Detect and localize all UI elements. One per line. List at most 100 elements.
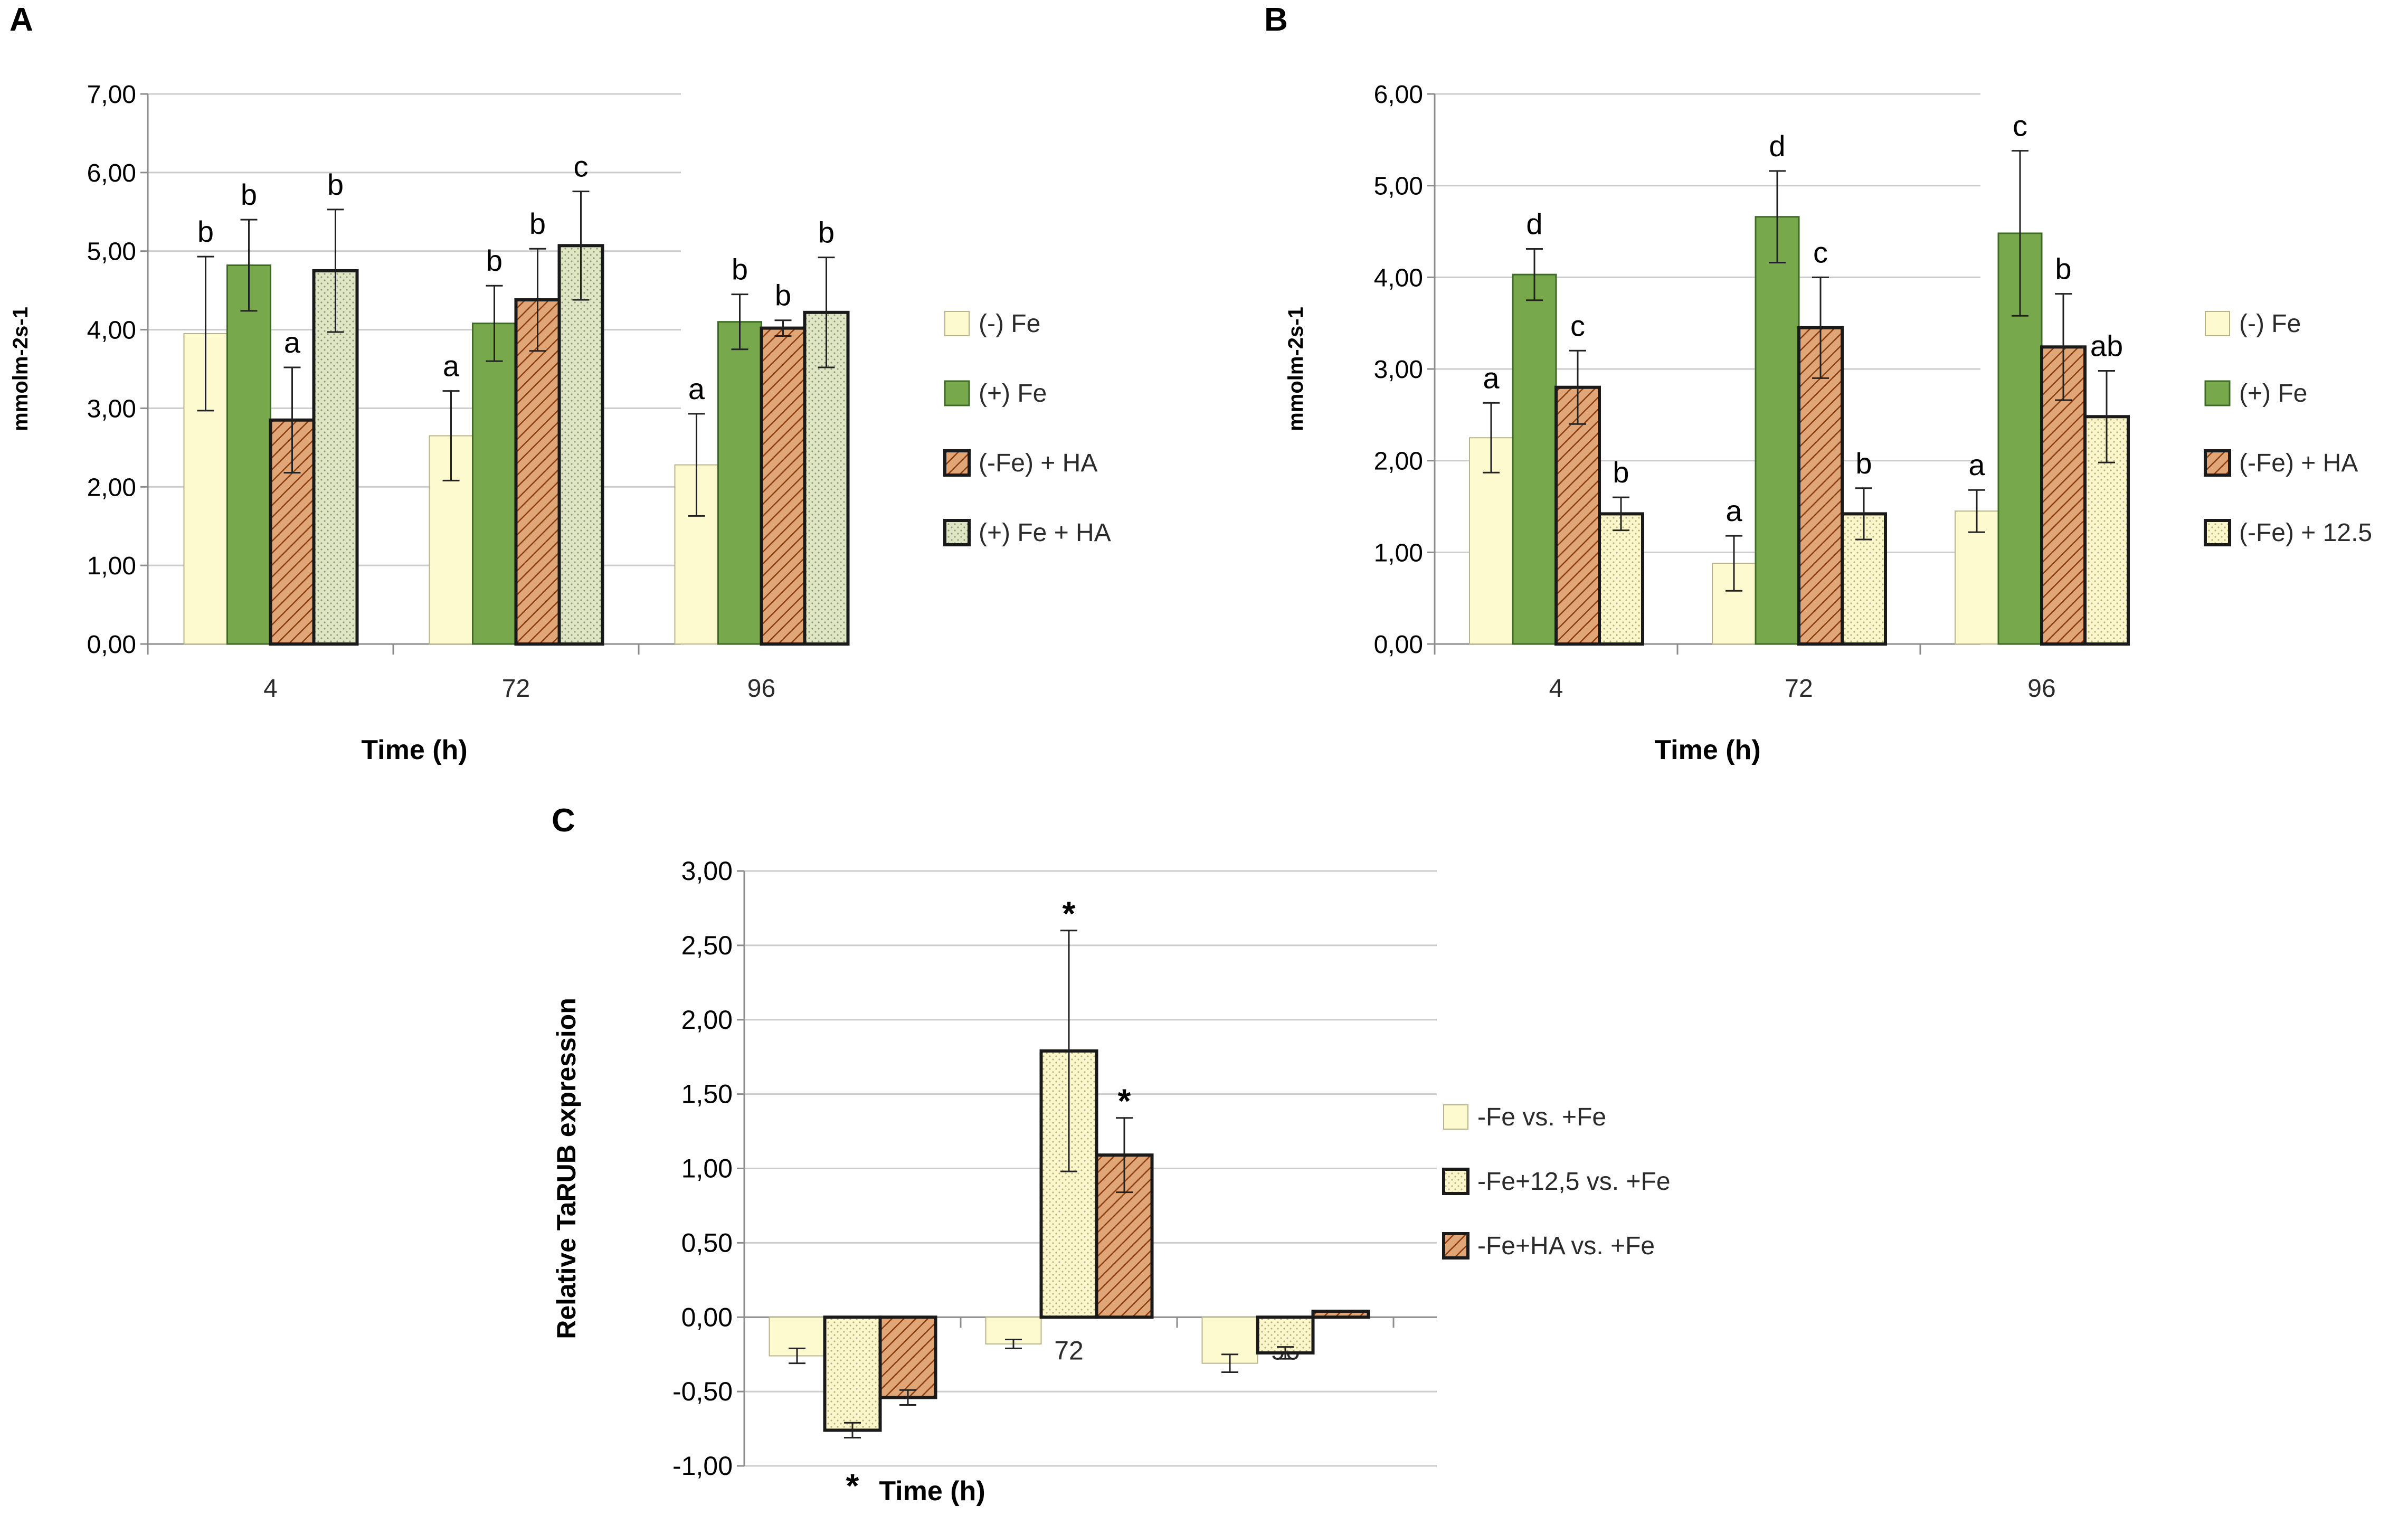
legend-swatch-minus-fe-ha [943,449,971,477]
significance-label: * [846,1466,859,1504]
legend-label: (-Fe) + 12.5 [2239,519,2372,547]
y-tick-label: 5,00 [87,238,136,266]
legend-swatch-minus-fe [944,311,970,336]
panel-label: C [552,802,575,839]
y-tick-label: 4,00 [1374,264,1423,292]
panel-label: B [1264,2,1288,38]
significance-label: a [688,372,705,405]
significance-label: a [284,326,301,359]
significance-label: b [732,253,748,286]
legend: (-) Fe (+) Fe (-Fe) + HA (-Fe) + 12.5 [2204,310,2372,547]
significance-label: b [241,178,257,211]
legend-label: (-Fe) + HA [2239,449,2358,477]
legend-label: (-) Fe [2239,310,2301,338]
legend-swatch-minus-fe-125 [1442,1168,1470,1195]
x-tick-label: 4 [1549,675,1563,703]
significance-label: b [775,279,791,312]
significance-label: ab [2090,329,2123,362]
x-tick-label: 72 [1054,1336,1084,1365]
significance-label: b [1855,447,1872,480]
chart-panel-A: A0,001,002,003,004,005,006,007,004bbab72… [9,2,1111,765]
legend-swatch-minus-fe [1443,1104,1468,1130]
y-tick-label: 0,00 [87,631,136,659]
legend-label: -Fe vs. +Fe [1477,1103,1606,1131]
x-tick-label: 72 [502,675,530,703]
legend-label: (+) Fe [2239,380,2307,408]
y-tick-label: 3,00 [1374,356,1423,384]
legend-swatch-plus-fe [2204,380,2231,406]
legend-label: (+) Fe + HA [979,519,1111,547]
y-axis-label: Relative TaRUB expression [552,998,581,1339]
legend-label: (-Fe) + HA [979,449,1097,477]
bar-plus-fe-ha [312,269,359,646]
bar-minus-fe-ha [2040,345,2087,646]
significance-label: a [1726,494,1742,527]
y-tick-label: 0,00 [681,1302,733,1332]
significance-label: c [1813,235,1828,269]
bar-plus-fe [1512,273,1557,645]
y-tick-label: -1,00 [672,1451,733,1481]
legend-swatch-minus-fe-ha [2204,449,2231,477]
bar-minus-fe-ha [1797,326,1844,646]
x-tick-label: 96 [2027,675,2055,703]
bar-minus-fe-125 [1598,512,1644,646]
bar-minus-fe [1955,510,1999,645]
y-tick-label: 1,00 [681,1154,733,1183]
y-tick-label: 6,00 [1374,81,1423,109]
y-tick-label: 2,00 [87,474,136,501]
significance-label: b [818,216,835,249]
y-tick-label: 3,00 [87,395,136,423]
bar-plus-fe [472,323,517,645]
significance-label: c [2013,109,2027,143]
legend-label: -Fe+12,5 vs. +Fe [1477,1168,1671,1196]
significance-label: c [1570,309,1585,342]
y-tick-label: 2,00 [681,1005,733,1035]
x-axis-label: Time (h) [879,1476,985,1507]
significance-label: b [2055,252,2071,286]
legend-label: -Fe+HA vs. +Fe [1477,1232,1655,1260]
x-tick-label: 72 [1785,675,1813,703]
bar-plus-fe [1755,216,1800,645]
significance-label: * [1063,895,1076,933]
significance-label: d [1769,129,1785,163]
x-tick-label: 96 [747,675,775,703]
y-tick-label: -0,50 [672,1377,733,1406]
y-tick-label: 0,00 [1374,631,1423,659]
significance-label: b [1613,456,1629,489]
bar-minus-fe-125 [823,1315,882,1432]
legend-label: (-) Fe [979,310,1040,338]
y-tick-label: 1,50 [681,1080,733,1109]
legend-swatch-plus-fe-ha [943,519,971,546]
chart-panel-C: C-1,00-0,500,000,501,001,502,002,503,004… [552,802,1671,1507]
significance-label: * [1118,1082,1131,1120]
y-tick-label: 2,50 [681,931,733,960]
legend: (-) Fe (+) Fe (-Fe) + HA (+) Fe + HA [943,310,1111,547]
legend-swatch-plus-fe [944,380,970,406]
significance-label: b [327,168,344,201]
bar-minus-fe-ha [1554,385,1601,646]
chart-panel-B: B 0,00 1,00 2,00 3,00 4,00 5,00 6,00 4 a d c b 72 a d c b… [1264,2,2372,765]
legend-swatch-minus-fe [2205,311,2230,336]
significance-label: b [197,215,214,248]
bar-minus-fe-ha [1311,1309,1370,1319]
bar-minus-fe-ha [878,1315,937,1399]
significance-label: c [574,150,589,183]
y-tick-label: 4,00 [87,317,136,345]
significance-label: b [529,207,546,240]
bar-plus-fe-ha [557,244,604,646]
x-axis-label: Time (h) [1654,735,1760,765]
legend: -Fe vs. +Fe -Fe+12,5 vs. +Fe -Fe+HA vs. +F… [1442,1103,1671,1260]
y-tick-label: 3,00 [681,856,733,886]
y-axis-label: mmolm-2s-1 [9,307,32,431]
x-axis-label: Time (h) [361,735,467,765]
y-tick-label: 6,00 [87,159,136,187]
bar-minus-fe-125 [1841,512,1887,646]
x-tick-label: 4 [263,675,278,703]
legend-swatch-minus-fe-125 [2204,519,2231,546]
significance-label: a [1483,361,1500,394]
bar-plus-fe [717,321,762,645]
significance-label: b [486,244,503,277]
y-axis-label: mmolm-2s-1 [1284,307,1307,431]
y-tick-label: 5,00 [1374,173,1423,201]
